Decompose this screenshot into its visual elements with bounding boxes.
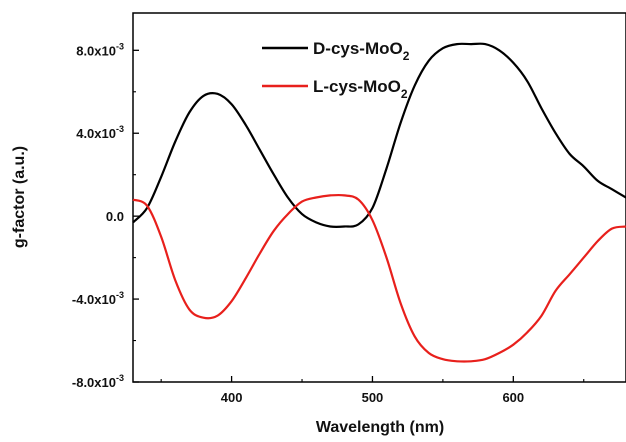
series-line-1 — [132, 193, 626, 363]
y-tick-label: 8.0x10-3 — [76, 41, 124, 58]
x-tick-label: 400 — [221, 390, 243, 405]
y-tick-label: 0.0 — [106, 209, 124, 224]
y-tick-mantissa: 0.0 — [106, 209, 124, 224]
legend: D-cys-MoO2 L-cys-MoO2 — [262, 39, 410, 101]
legend-label-d-cys: D-cys-MoO2 — [313, 39, 410, 63]
y-tick-exponent: -3 — [116, 373, 124, 383]
y-axis-title: g-factor (a.u.) — [11, 146, 28, 248]
y-tick-exponent: -3 — [116, 41, 124, 51]
x-tick-label: 600 — [502, 390, 524, 405]
plot-frame — [132, 12, 626, 383]
y-tick-mantissa: -4.0x10 — [72, 292, 116, 307]
x-axis: 400 500 600 — [160, 376, 585, 405]
y-tick-label: 4.0x10-3 — [76, 124, 124, 141]
y-axis: -8.0x10-3-4.0x10-30.04.0x10-38.0x10-3 — [72, 41, 139, 390]
x-tick-label: 500 — [362, 390, 384, 405]
y-tick-mantissa: 8.0x10 — [76, 43, 116, 58]
series-layer — [132, 42, 626, 363]
series-line-0 — [132, 42, 626, 229]
legend-label-l-cys: L-cys-MoO2 — [313, 77, 408, 101]
y-tick-exponent: -3 — [116, 290, 124, 300]
x-axis-title: Wavelength (nm) — [316, 419, 444, 436]
y-tick-mantissa: 4.0x10 — [76, 126, 116, 141]
y-tick-label: -8.0x10-3 — [72, 373, 124, 390]
y-tick-mantissa: -8.0x10 — [72, 375, 116, 390]
y-tick-label: -4.0x10-3 — [72, 290, 124, 307]
y-tick-exponent: -3 — [116, 124, 124, 134]
